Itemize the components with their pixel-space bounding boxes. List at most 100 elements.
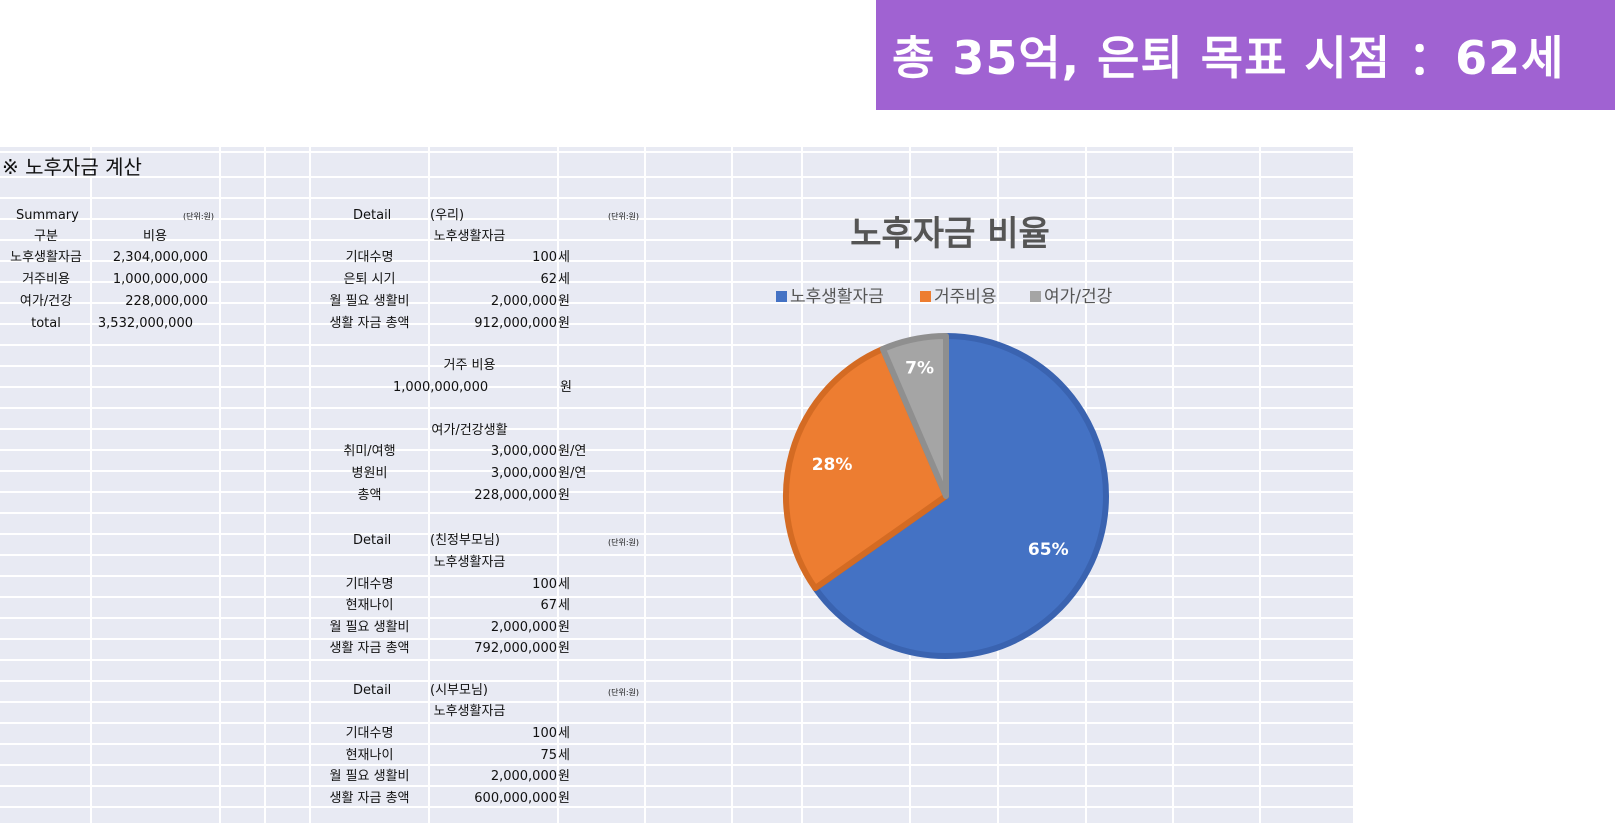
column-divider	[1172, 147, 1174, 823]
detail-row-value: 75	[540, 748, 557, 763]
detail-row-label: 기대수명	[345, 726, 394, 741]
leisure-row-unit: 원	[558, 488, 570, 503]
legend-label: 거주비용	[934, 287, 997, 307]
pie-data-label: 28%	[812, 455, 853, 475]
detail-row-label: 기대수명	[345, 250, 394, 265]
detail-us-section: 노후생활자금	[433, 229, 506, 244]
summary-row-value: 1,000,000,000	[112, 272, 208, 287]
detail-row-value: 2,000,000	[490, 769, 557, 784]
summary-header-category: 구분	[34, 229, 58, 244]
summary-unit: (단위:원)	[183, 212, 215, 221]
detail-row-value: 67	[540, 598, 557, 613]
housing-value: 1,000,000,000	[393, 380, 489, 395]
detail-row-label: 생활 자금 총액	[329, 791, 410, 806]
summary-header-cost: 비용	[143, 229, 167, 244]
legend-swatch	[1030, 291, 1041, 302]
leisure-row-value: 3,000,000	[490, 444, 557, 459]
detail-row-unit: 원	[558, 316, 570, 331]
summary-title: Summary	[16, 208, 79, 223]
detail-row-value: 912,000,000	[474, 316, 557, 331]
detail-row-label: 생활 자금 총액	[329, 641, 410, 656]
leisure-row-label: 취미/여행	[343, 444, 396, 459]
detail-row-value: 100	[532, 577, 557, 592]
detail-parents-section: 노후생활자금	[433, 555, 506, 570]
column-divider	[264, 147, 266, 823]
column-divider	[644, 147, 646, 823]
legend-label: 여가/건강	[1044, 287, 1113, 307]
legend-item[interactable]: 여가/건강	[1030, 287, 1112, 307]
detail-row-unit: 원	[558, 769, 570, 784]
summary-row-value: 2,304,000,000	[112, 250, 208, 265]
detail-row-unit: 세	[558, 577, 570, 592]
pie-data-label: 65%	[1028, 540, 1069, 560]
detail-inlaws-title: Detail	[353, 683, 392, 698]
pie-slice[interactable]	[812, 333, 1109, 659]
leisure-row-unit: 원/연	[558, 444, 587, 459]
leisure-section: 여가/건강생활	[431, 423, 508, 438]
detail-row-label: 월 필요 생활비	[329, 769, 410, 784]
column-divider	[428, 147, 430, 823]
detail-row-value: 792,000,000	[474, 641, 557, 656]
detail-us-who: (우리)	[430, 208, 465, 223]
chart-title: 노후자금 비율	[850, 214, 1050, 254]
detail-row-label: 기대수명	[345, 577, 394, 592]
summary-row-value: 3,532,000,000	[97, 316, 193, 331]
detail-row-value: 2,000,000	[490, 620, 557, 635]
detail-row-value: 62	[540, 272, 557, 287]
detail-row-value: 600,000,000	[474, 791, 557, 806]
detail-row-label: 현재나이	[345, 598, 394, 613]
legend-item[interactable]: 노후생활자금	[776, 287, 884, 307]
spreadsheet-grid[interactable]	[0, 147, 1353, 823]
detail-row-unit: 원	[558, 791, 570, 806]
detail-row-label: 현재나이	[345, 748, 394, 763]
detail-row-label: 월 필요 생활비	[329, 620, 410, 635]
column-divider	[1259, 147, 1261, 823]
detail-us-title: Detail	[353, 208, 392, 223]
column-divider	[557, 147, 559, 823]
detail-parents-title: Detail	[353, 533, 392, 548]
column-divider	[731, 147, 733, 823]
leisure-row-value: 228,000,000	[474, 488, 557, 503]
summary-row-label: total	[31, 316, 61, 331]
housing-section: 거주 비용	[443, 358, 496, 373]
leisure-row-label: 총액	[357, 488, 382, 503]
detail-parents-unit: (단위:원)	[608, 538, 640, 547]
detail-row-value: 2,000,000	[490, 294, 557, 309]
detail-parents-who: (친정부모님)	[430, 533, 500, 548]
detail-inlaws-unit: (단위:원)	[608, 688, 640, 697]
leisure-row-unit: 원/연	[558, 466, 587, 481]
headline-banner: 총 35억, 은퇴 목표 시점 ：62세	[876, 0, 1615, 110]
detail-row-label: 월 필요 생활비	[329, 294, 410, 309]
detail-us-unit: (단위:원)	[608, 212, 640, 221]
pie-slice[interactable]	[879, 333, 949, 499]
detail-row-value: 100	[532, 726, 557, 741]
detail-row-unit: 원	[558, 620, 570, 635]
detail-row-unit: 세	[558, 598, 570, 613]
detail-row-unit: 세	[558, 250, 570, 265]
summary-row-label: 거주비용	[22, 272, 70, 287]
summary-row-label: 노후생활자금	[10, 250, 82, 265]
legend-swatch	[776, 291, 787, 302]
column-divider	[309, 147, 311, 823]
summary-row-value: 228,000,000	[125, 294, 208, 309]
column-divider	[219, 147, 221, 823]
legend-swatch	[920, 291, 931, 302]
housing-unit: 원	[560, 380, 572, 395]
detail-row-unit: 세	[558, 748, 570, 763]
legend-label: 노후생활자금	[790, 287, 884, 307]
detail-inlaws-section: 노후생활자금	[433, 704, 506, 719]
detail-row-unit: 세	[558, 272, 570, 287]
detail-row-unit: 세	[558, 726, 570, 741]
detail-row-label: 생활 자금 총액	[329, 316, 410, 331]
detail-row-unit: 원	[558, 641, 570, 656]
pie-chart[interactable]: 65% 28% 7%	[760, 200, 1360, 720]
detail-row-value: 100	[532, 250, 557, 265]
section-title: ※ 노후자금 계산	[2, 155, 142, 179]
legend-item[interactable]: 거주비용	[920, 287, 997, 307]
pie-data-label: 7%	[905, 358, 934, 378]
detail-row-label: 은퇴 시기	[343, 272, 396, 287]
column-divider	[90, 147, 92, 823]
detail-row-unit: 원	[558, 294, 570, 309]
summary-row-label: 여가/건강	[19, 294, 73, 309]
leisure-row-label: 병원비	[351, 466, 388, 481]
